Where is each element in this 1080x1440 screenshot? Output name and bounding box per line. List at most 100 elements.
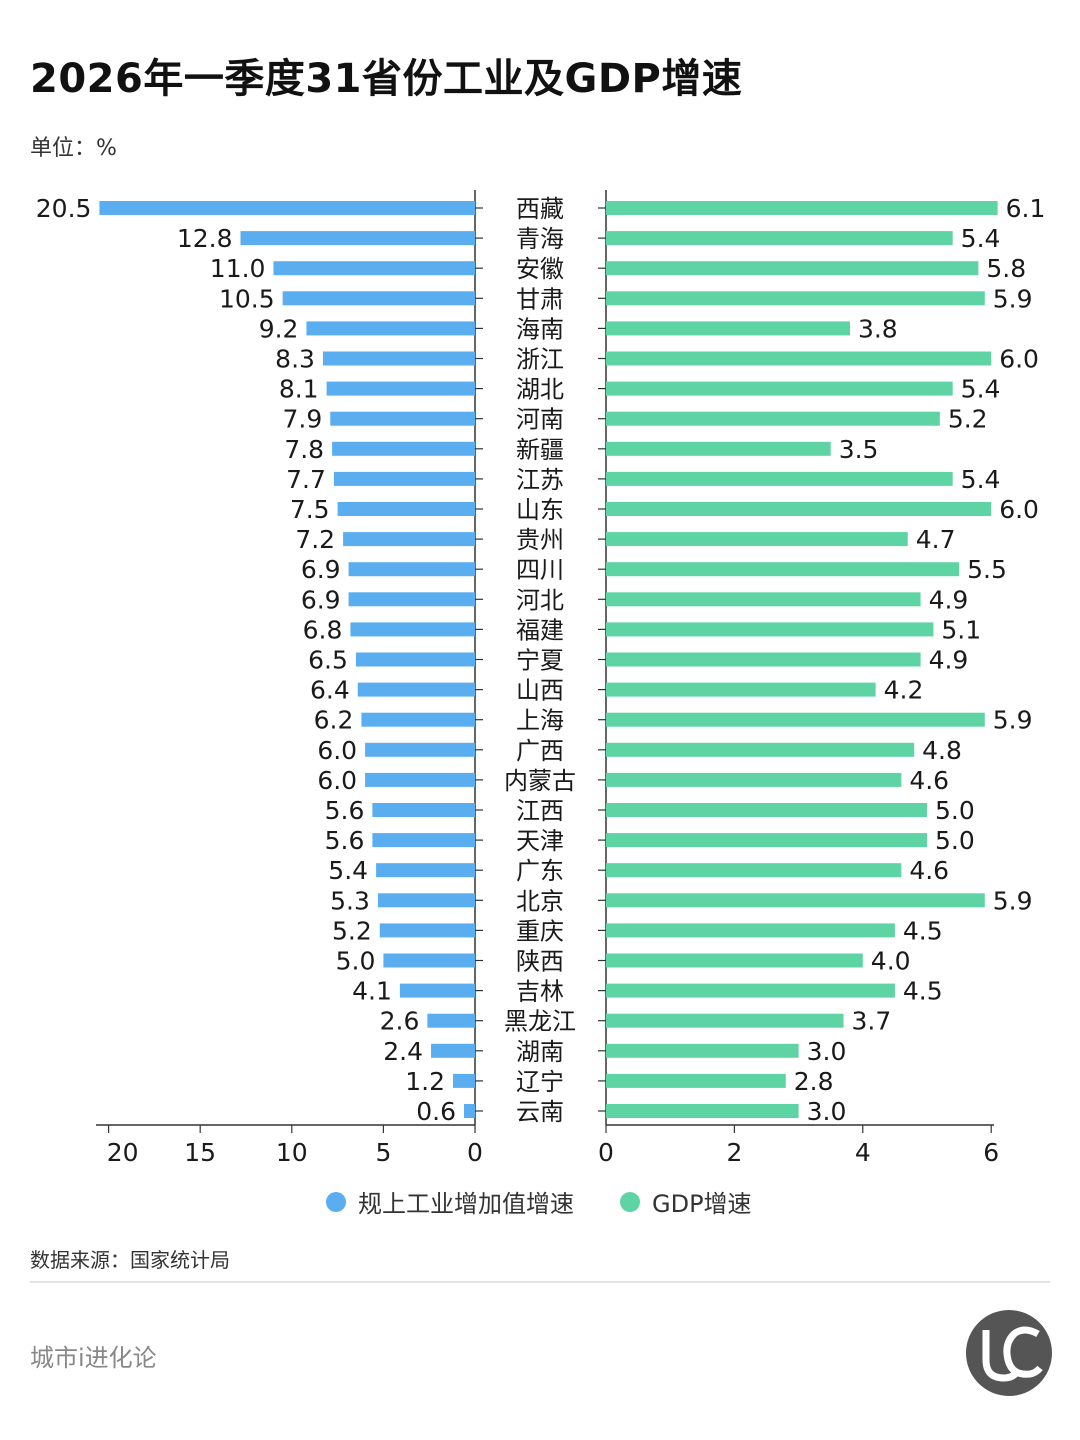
gdp-bar: [606, 201, 998, 215]
industry-value-label: 6.0: [317, 736, 357, 765]
gdp-value-label: 3.0: [807, 1097, 847, 1126]
industry-bar: [322, 351, 475, 366]
industry-bar: [365, 742, 475, 757]
province-label: 北京: [516, 887, 564, 915]
industry-bar: [372, 833, 475, 848]
industry-bar: [332, 441, 475, 456]
gdp-bar: [606, 742, 915, 757]
industry-bar: [240, 231, 475, 246]
industry-bar: [348, 592, 475, 607]
unit-label: 单位：%: [30, 136, 117, 161]
industry-bar: [377, 893, 475, 908]
industry-value-label: 6.5: [308, 646, 348, 675]
page-title: 2026年一季度31省份工业及GDP增速: [30, 56, 743, 102]
gdp-bar: [606, 502, 992, 516]
gdp-value-label: 4.9: [929, 646, 969, 675]
gdp-bar: [606, 471, 953, 486]
brand-logo-icon: [966, 1310, 1052, 1396]
province-label: 上海: [516, 707, 564, 735]
industry-value-label: 7.5: [290, 495, 330, 524]
data-source: 数据来源：国家统计局: [30, 1248, 230, 1272]
gdp-bar: [606, 772, 902, 787]
industry-value-label: 4.1: [352, 977, 392, 1006]
gdp-value-label: 4.2: [884, 676, 924, 705]
left-x-tick-label: 5: [375, 1138, 391, 1167]
gdp-value-label: 6.0: [999, 495, 1039, 524]
gdp-bar: [606, 321, 850, 336]
province-label: 天津: [516, 827, 564, 855]
gdp-bar: [606, 411, 940, 426]
industry-bar: [376, 863, 475, 878]
industry-bar: [399, 983, 475, 998]
gdp-bar: [606, 953, 863, 968]
province-label: 云南: [516, 1098, 564, 1126]
industry-value-label: 6.0: [317, 766, 357, 795]
industry-bar: [350, 622, 475, 637]
industry-value-label: 5.6: [325, 826, 365, 855]
gdp-bar: [606, 562, 960, 577]
chart: 20.5 西藏 6.1 12.8 青海 5.4 11.0 安徽 5.8 10.5 甘肃 5.9 9.2 海…: [36, 190, 1046, 1167]
industry-bar: [355, 652, 475, 667]
gdp-bar: [606, 1043, 799, 1058]
footer-brand: 城市i进化论: [30, 1344, 157, 1372]
industry-bar: [372, 803, 475, 817]
gdp-value-label: 4.5: [903, 916, 943, 945]
province-label: 河南: [516, 406, 564, 434]
right-x-tick-label: 4: [855, 1138, 871, 1167]
gdp-value-label: 4.5: [903, 977, 943, 1006]
industry-bar: [464, 1104, 475, 1118]
gdp-value-label: 6.1: [1006, 194, 1046, 223]
province-label: 海南: [516, 315, 564, 343]
industry-bar: [365, 772, 475, 787]
gdp-bar: [606, 923, 895, 938]
legend-label-gdp: GDP增速: [652, 1190, 752, 1218]
gdp-bar: [606, 1104, 799, 1118]
gdp-value-label: 5.1: [941, 615, 981, 644]
legend-label-industry: 规上工业增加值增速: [358, 1190, 574, 1218]
province-label: 山西: [516, 677, 564, 705]
industry-bar: [99, 201, 475, 215]
province-label: 江苏: [516, 466, 564, 494]
gdp-value-label: 6.0: [999, 345, 1039, 374]
left-x-tick-label: 0: [467, 1138, 483, 1167]
industry-value-label: 2.6: [380, 1007, 420, 1036]
gdp-value-label: 5.9: [993, 886, 1033, 915]
industry-value-label: 7.2: [295, 525, 335, 554]
industry-value-label: 7.8: [284, 435, 324, 464]
industry-value-label: 7.7: [286, 465, 326, 494]
gdp-value-label: 4.9: [929, 585, 969, 614]
gdp-bar: [606, 441, 831, 456]
industry-value-label: 6.8: [303, 615, 343, 644]
gdp-value-label: 4.8: [922, 736, 962, 765]
right-x-tick-label: 6: [983, 1138, 999, 1167]
industry-value-label: 8.1: [279, 375, 319, 404]
industry-bar: [333, 471, 475, 486]
province-label: 重庆: [516, 917, 564, 945]
gdp-bar: [606, 291, 985, 306]
gdp-bar: [606, 893, 985, 908]
gdp-bar: [606, 622, 934, 637]
gdp-bar: [606, 231, 953, 246]
province-label: 吉林: [516, 978, 564, 1006]
gdp-bar: [606, 1013, 844, 1028]
province-label: 贵州: [516, 526, 564, 554]
gdp-value-label: 3.7: [852, 1007, 892, 1036]
industry-value-label: 5.6: [325, 796, 365, 825]
industry-bar: [348, 562, 475, 577]
province-label: 甘肃: [516, 285, 564, 313]
gdp-bar: [606, 351, 992, 366]
industry-bar: [453, 1073, 475, 1088]
right-x-tick-label: 0: [598, 1138, 614, 1167]
industry-value-label: 12.8: [177, 224, 233, 253]
divider: [30, 1281, 1050, 1283]
gdp-value-label: 5.9: [993, 284, 1033, 313]
gdp-bar: [606, 803, 927, 817]
province-label: 福建: [516, 616, 564, 644]
industry-value-label: 5.2: [332, 916, 372, 945]
industry-bar: [379, 923, 475, 938]
province-label: 浙江: [516, 346, 564, 374]
gdp-value-label: 5.4: [961, 465, 1001, 494]
gdp-value-label: 5.2: [948, 405, 988, 434]
gdp-value-label: 3.8: [858, 314, 898, 343]
industry-value-label: 6.2: [314, 706, 354, 735]
